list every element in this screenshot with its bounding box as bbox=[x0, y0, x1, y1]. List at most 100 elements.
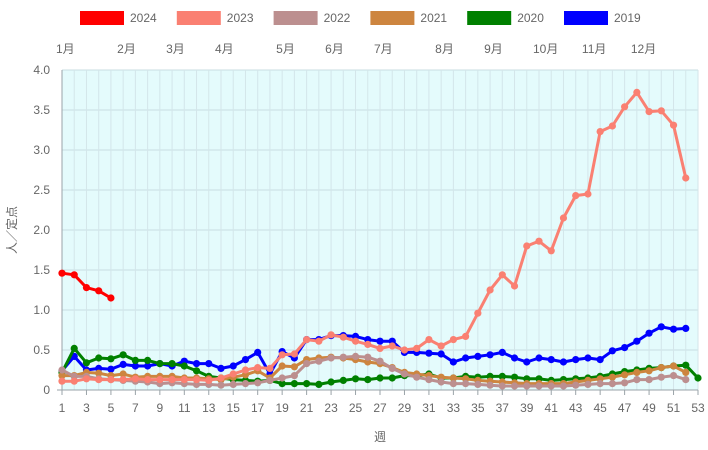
data-point[interactable] bbox=[229, 370, 237, 378]
data-point[interactable] bbox=[486, 286, 494, 294]
data-point[interactable] bbox=[388, 364, 396, 372]
data-point[interactable] bbox=[535, 382, 543, 390]
data-point[interactable] bbox=[254, 379, 262, 387]
data-point[interactable] bbox=[376, 374, 384, 382]
data-point[interactable] bbox=[425, 336, 433, 344]
data-point[interactable] bbox=[437, 342, 445, 350]
data-point[interactable] bbox=[400, 370, 409, 378]
data-point[interactable] bbox=[376, 337, 384, 345]
data-point[interactable] bbox=[241, 380, 250, 388]
data-point[interactable] bbox=[694, 374, 702, 382]
data-point[interactable] bbox=[119, 360, 127, 368]
data-point[interactable] bbox=[131, 362, 139, 370]
data-point[interactable] bbox=[70, 271, 78, 279]
data-point[interactable] bbox=[254, 364, 262, 372]
data-point[interactable] bbox=[608, 380, 616, 388]
data-point[interactable] bbox=[596, 356, 604, 364]
data-point[interactable] bbox=[608, 122, 616, 130]
data-point[interactable] bbox=[608, 373, 616, 381]
data-point[interactable] bbox=[498, 348, 506, 356]
data-point[interactable] bbox=[70, 377, 78, 385]
data-point[interactable] bbox=[657, 373, 665, 381]
data-point[interactable] bbox=[498, 271, 506, 279]
data-point[interactable] bbox=[523, 242, 531, 250]
data-point[interactable] bbox=[119, 376, 127, 384]
data-point[interactable] bbox=[633, 88, 641, 96]
data-point[interactable] bbox=[107, 365, 115, 373]
data-point[interactable] bbox=[572, 192, 580, 200]
data-point[interactable] bbox=[547, 356, 555, 364]
data-point[interactable] bbox=[682, 376, 690, 384]
data-point[interactable] bbox=[58, 372, 66, 380]
data-point[interactable] bbox=[205, 360, 213, 368]
data-point[interactable] bbox=[682, 368, 690, 376]
data-point[interactable] bbox=[290, 350, 298, 358]
data-point[interactable] bbox=[364, 376, 372, 384]
data-point[interactable] bbox=[413, 344, 421, 352]
data-point[interactable] bbox=[144, 376, 152, 384]
data-point[interactable] bbox=[682, 361, 690, 369]
data-point[interactable] bbox=[119, 351, 127, 359]
data-point[interactable] bbox=[633, 376, 641, 384]
data-point[interactable] bbox=[510, 354, 519, 362]
data-point[interactable] bbox=[425, 349, 433, 357]
data-point[interactable] bbox=[621, 371, 629, 379]
data-point[interactable] bbox=[682, 324, 690, 332]
data-point[interactable] bbox=[241, 356, 250, 364]
data-point[interactable] bbox=[596, 128, 604, 136]
data-point[interactable] bbox=[95, 287, 103, 295]
data-point[interactable] bbox=[241, 366, 250, 374]
data-point[interactable] bbox=[82, 375, 91, 383]
data-point[interactable] bbox=[144, 356, 152, 364]
data-point[interactable] bbox=[351, 375, 360, 383]
data-point[interactable] bbox=[156, 376, 164, 384]
data-point[interactable] bbox=[388, 374, 396, 382]
data-point[interactable] bbox=[645, 329, 653, 337]
data-point[interactable] bbox=[523, 358, 531, 366]
data-point[interactable] bbox=[266, 376, 274, 384]
data-point[interactable] bbox=[621, 379, 629, 387]
data-point[interactable] bbox=[180, 362, 188, 370]
data-point[interactable] bbox=[107, 376, 115, 384]
data-point[interactable] bbox=[510, 382, 519, 390]
data-point[interactable] bbox=[376, 357, 384, 365]
data-point[interactable] bbox=[364, 340, 372, 348]
data-point[interactable] bbox=[572, 381, 580, 389]
data-point[interactable] bbox=[621, 344, 629, 352]
data-point[interactable] bbox=[58, 366, 66, 374]
data-point[interactable] bbox=[107, 355, 115, 363]
data-point[interactable] bbox=[339, 353, 347, 361]
data-point[interactable] bbox=[449, 380, 457, 388]
data-point[interactable] bbox=[669, 362, 678, 370]
data-point[interactable] bbox=[669, 325, 678, 333]
data-point[interactable] bbox=[180, 376, 188, 384]
legend-item-2024[interactable]: 2024 bbox=[80, 11, 157, 25]
data-point[interactable] bbox=[303, 380, 311, 388]
legend-item-2019[interactable]: 2019 bbox=[564, 11, 641, 25]
data-point[interactable] bbox=[608, 347, 616, 355]
data-point[interactable] bbox=[449, 336, 457, 344]
data-point[interactable] bbox=[351, 337, 360, 345]
data-point[interactable] bbox=[559, 214, 568, 222]
legend-item-2020[interactable]: 2020 bbox=[467, 11, 544, 25]
data-point[interactable] bbox=[474, 309, 482, 317]
data-point[interactable] bbox=[290, 372, 298, 380]
data-point[interactable] bbox=[682, 174, 690, 182]
data-point[interactable] bbox=[584, 380, 592, 388]
data-point[interactable] bbox=[58, 269, 66, 277]
data-point[interactable] bbox=[168, 376, 176, 384]
data-point[interactable] bbox=[510, 282, 519, 290]
data-point[interactable] bbox=[131, 356, 139, 364]
data-point[interactable] bbox=[217, 364, 225, 372]
data-point[interactable] bbox=[645, 367, 653, 375]
data-point[interactable] bbox=[205, 376, 213, 384]
data-point[interactable] bbox=[474, 352, 482, 360]
data-point[interactable] bbox=[498, 382, 506, 390]
data-point[interactable] bbox=[474, 380, 482, 388]
data-point[interactable] bbox=[327, 331, 335, 339]
data-point[interactable] bbox=[364, 353, 372, 361]
data-point[interactable] bbox=[192, 360, 201, 368]
data-point[interactable] bbox=[192, 376, 201, 384]
legend-item-2021[interactable]: 2021 bbox=[370, 11, 447, 25]
data-point[interactable] bbox=[131, 375, 139, 383]
